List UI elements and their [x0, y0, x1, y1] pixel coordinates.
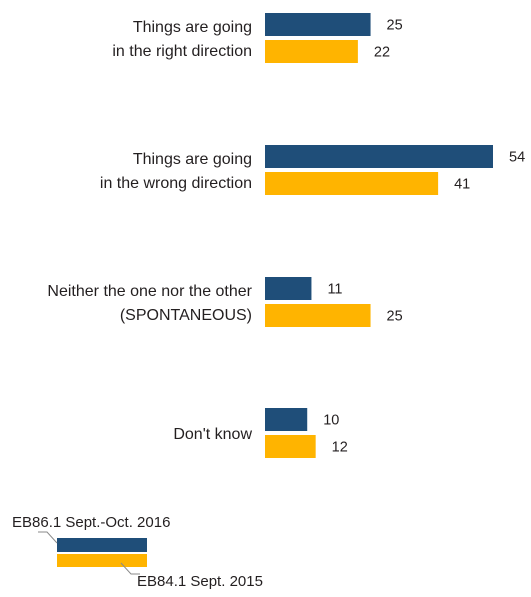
- bars-layer: [265, 13, 493, 458]
- labels-layer: 25 22 Things are going in the right directi…: [47, 18, 525, 456]
- bar-2016-cat-1: [265, 145, 493, 168]
- value-label-2015-cat-3: 12: [332, 440, 348, 456]
- legend-label-2015: EB84.1 Sept. 2015: [137, 573, 263, 590]
- value-label-2016-cat-3: 10: [323, 413, 339, 429]
- legend-label-2016: EB86.1 Sept.-Oct. 2016: [12, 514, 170, 531]
- legend-swatch-2015: [57, 554, 147, 567]
- value-label-2016-cat-0: 25: [387, 18, 403, 34]
- legend-leader-2015: [120, 562, 140, 575]
- value-label-2016-cat-2: 11: [327, 282, 342, 298]
- value-label-2015-cat-2: 25: [387, 309, 403, 325]
- bar-2016-cat-2: [265, 277, 312, 300]
- bar-2015-cat-0: [265, 40, 358, 63]
- value-label-2016-cat-1: 54: [509, 150, 525, 166]
- bar-2015-cat-1: [265, 172, 439, 195]
- legend-swatch-2016: [57, 538, 147, 552]
- category-label-3-line-0: Don't know: [173, 426, 252, 443]
- value-label-2015-cat-1: 41: [454, 177, 470, 193]
- category-label-2-line-1: (SPONTANEOUS): [120, 307, 252, 324]
- category-label-1-line-1: in the wrong direction: [100, 175, 252, 192]
- legend-leader-2016: [38, 531, 58, 544]
- bar-2015-cat-3: [265, 435, 316, 458]
- legend: EB86.1 Sept.-Oct. 2016 EB84.1 Sept. 2015: [12, 514, 263, 590]
- bar-2016-cat-3: [265, 408, 308, 431]
- bar-2015-cat-2: [265, 304, 371, 327]
- bar-2016-cat-0: [265, 13, 371, 36]
- category-label-1-line-0: Things are going: [133, 151, 252, 168]
- value-label-2015-cat-0: 22: [374, 45, 390, 61]
- category-label-0-line-0: Things are going: [133, 19, 252, 36]
- category-label-2-line-0: Neither the one nor the other: [47, 283, 252, 300]
- category-label-0-line-1: in the right direction: [112, 43, 252, 60]
